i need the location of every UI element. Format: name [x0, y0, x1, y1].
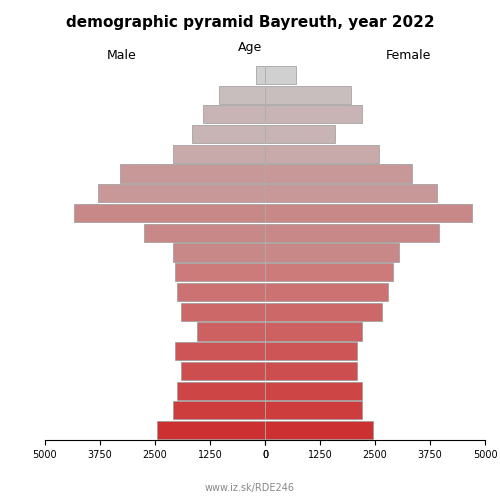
Bar: [197, 322, 265, 340]
Bar: [177, 283, 265, 301]
Bar: [265, 263, 392, 281]
Bar: [265, 382, 362, 400]
Bar: [256, 66, 265, 84]
Bar: [265, 144, 380, 163]
Bar: [265, 402, 362, 419]
Bar: [172, 402, 265, 419]
Bar: [265, 86, 351, 103]
Bar: [265, 224, 439, 242]
Bar: [265, 342, 358, 360]
Bar: [172, 244, 265, 262]
Text: Age: Age: [238, 41, 262, 54]
Bar: [265, 125, 336, 143]
Bar: [182, 302, 265, 321]
Text: demographic pyramid Bayreuth, year 2022: demographic pyramid Bayreuth, year 2022: [66, 15, 434, 30]
Bar: [265, 184, 436, 203]
Bar: [265, 421, 373, 439]
Bar: [204, 106, 265, 124]
Bar: [182, 362, 265, 380]
Bar: [219, 86, 265, 103]
Bar: [175, 342, 265, 360]
Bar: [177, 382, 265, 400]
Bar: [157, 421, 265, 439]
Bar: [265, 106, 362, 124]
Title: Female: Female: [386, 50, 430, 62]
Title: Male: Male: [107, 50, 137, 62]
Bar: [265, 283, 388, 301]
Text: www.iz.sk/RDE246: www.iz.sk/RDE246: [205, 482, 295, 492]
Bar: [120, 164, 265, 182]
Bar: [98, 184, 265, 203]
Bar: [192, 125, 265, 143]
Bar: [265, 302, 382, 321]
Bar: [74, 204, 265, 222]
Bar: [144, 224, 265, 242]
Bar: [265, 204, 472, 222]
Bar: [265, 164, 412, 182]
Bar: [265, 244, 399, 262]
Bar: [172, 144, 265, 163]
Bar: [265, 362, 358, 380]
Bar: [175, 263, 265, 281]
Bar: [265, 322, 362, 340]
Bar: [265, 66, 296, 84]
